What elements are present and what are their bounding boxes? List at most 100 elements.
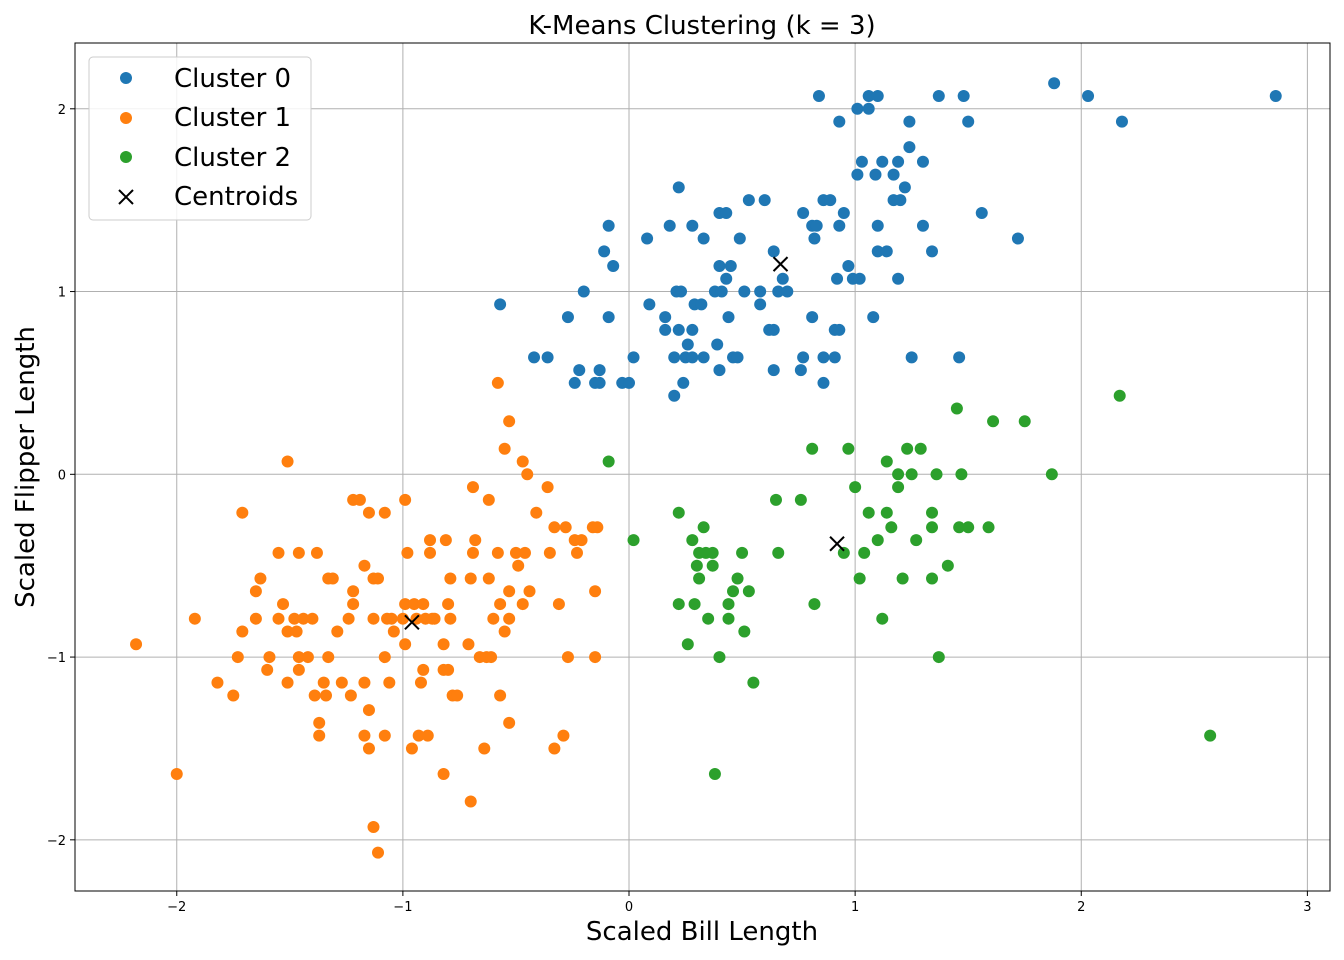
- data-point: [367, 821, 380, 834]
- data-point: [932, 651, 945, 664]
- data-point: [871, 245, 884, 258]
- data-point: [236, 625, 249, 638]
- data-point: [405, 742, 418, 755]
- data-point: [344, 689, 357, 702]
- data-point: [808, 598, 821, 611]
- data-point: [892, 481, 905, 494]
- data-point: [713, 364, 726, 377]
- data-point: [530, 506, 543, 519]
- data-point: [833, 323, 846, 336]
- data-point: [641, 232, 654, 245]
- data-point: [494, 298, 507, 311]
- data-point: [516, 598, 529, 611]
- data-point: [722, 598, 735, 611]
- y-axis-title: Scaled Flipper Length: [11, 326, 41, 608]
- data-point: [810, 219, 823, 232]
- data-point: [548, 521, 561, 534]
- series-centroids: [404, 256, 845, 631]
- legend-label-cluster-0: Cluster 0: [174, 64, 291, 94]
- data-point: [362, 742, 375, 755]
- data-point: [747, 676, 760, 689]
- data-point: [292, 651, 305, 664]
- data-point: [1011, 232, 1024, 245]
- data-point: [347, 598, 360, 611]
- data-point: [896, 572, 909, 585]
- data-point: [837, 546, 850, 559]
- data-point: [713, 259, 726, 272]
- grid-lines: [75, 43, 1330, 891]
- data-point: [485, 651, 498, 664]
- data-point: [659, 311, 672, 324]
- data-point: [736, 546, 749, 559]
- data-point: [236, 506, 249, 519]
- data-point: [767, 245, 780, 258]
- data-point: [880, 245, 893, 258]
- data-point: [421, 729, 434, 742]
- data-point: [399, 638, 412, 651]
- data-point: [306, 612, 319, 625]
- data-point: [754, 285, 767, 298]
- data-point: [695, 298, 708, 311]
- data-point: [623, 376, 636, 389]
- data-point: [892, 468, 905, 481]
- data-point: [731, 351, 744, 364]
- data-point: [288, 612, 301, 625]
- data-point: [837, 206, 850, 219]
- data-point: [869, 168, 882, 181]
- data-point: [439, 534, 452, 547]
- data-point: [568, 376, 581, 389]
- data-point: [724, 259, 737, 272]
- data-point: [690, 559, 703, 572]
- data-point: [516, 455, 529, 468]
- data-point: [541, 351, 554, 364]
- data-point: [1204, 729, 1217, 742]
- data-point: [401, 546, 414, 559]
- data-point: [887, 168, 900, 181]
- data-point: [491, 376, 504, 389]
- data-point: [731, 572, 744, 585]
- data-point: [627, 534, 640, 547]
- data-point: [591, 521, 604, 534]
- data-point: [903, 115, 916, 128]
- data-point: [494, 689, 507, 702]
- x-tick-label: 1: [851, 900, 859, 915]
- data-point: [308, 689, 321, 702]
- data-point: [320, 689, 332, 702]
- data-point: [681, 638, 694, 651]
- data-point: [697, 232, 710, 245]
- data-point: [466, 481, 479, 494]
- data-point: [561, 651, 574, 664]
- data-point: [1018, 415, 1031, 428]
- data-point: [326, 572, 339, 585]
- data-point: [871, 219, 884, 232]
- data-point: [272, 546, 285, 559]
- data-point: [697, 521, 710, 534]
- data-point: [693, 572, 706, 585]
- data-point: [482, 572, 495, 585]
- data-point: [876, 612, 889, 625]
- legend-marker-cluster-2: [120, 151, 132, 163]
- data-point: [738, 285, 751, 298]
- data-point: [414, 676, 427, 689]
- data-point: [543, 546, 556, 559]
- data-point: [720, 272, 733, 285]
- centroid-marker: [829, 536, 845, 552]
- data-point: [627, 351, 640, 364]
- data-point: [910, 534, 923, 547]
- x-tick-label: 3: [1303, 900, 1311, 915]
- data-point: [955, 468, 968, 481]
- data-point: [643, 298, 656, 311]
- data-point: [708, 768, 721, 781]
- data-point: [898, 181, 911, 194]
- data-point: [880, 506, 893, 519]
- data-point: [812, 90, 825, 102]
- legend-box: [88, 56, 312, 221]
- data-point: [335, 676, 348, 689]
- data-point: [926, 245, 939, 258]
- legend-marker-cluster-0: [120, 72, 132, 84]
- data-point: [767, 364, 780, 377]
- data-point: [702, 612, 715, 625]
- data-point: [548, 742, 561, 755]
- data-point: [313, 729, 326, 742]
